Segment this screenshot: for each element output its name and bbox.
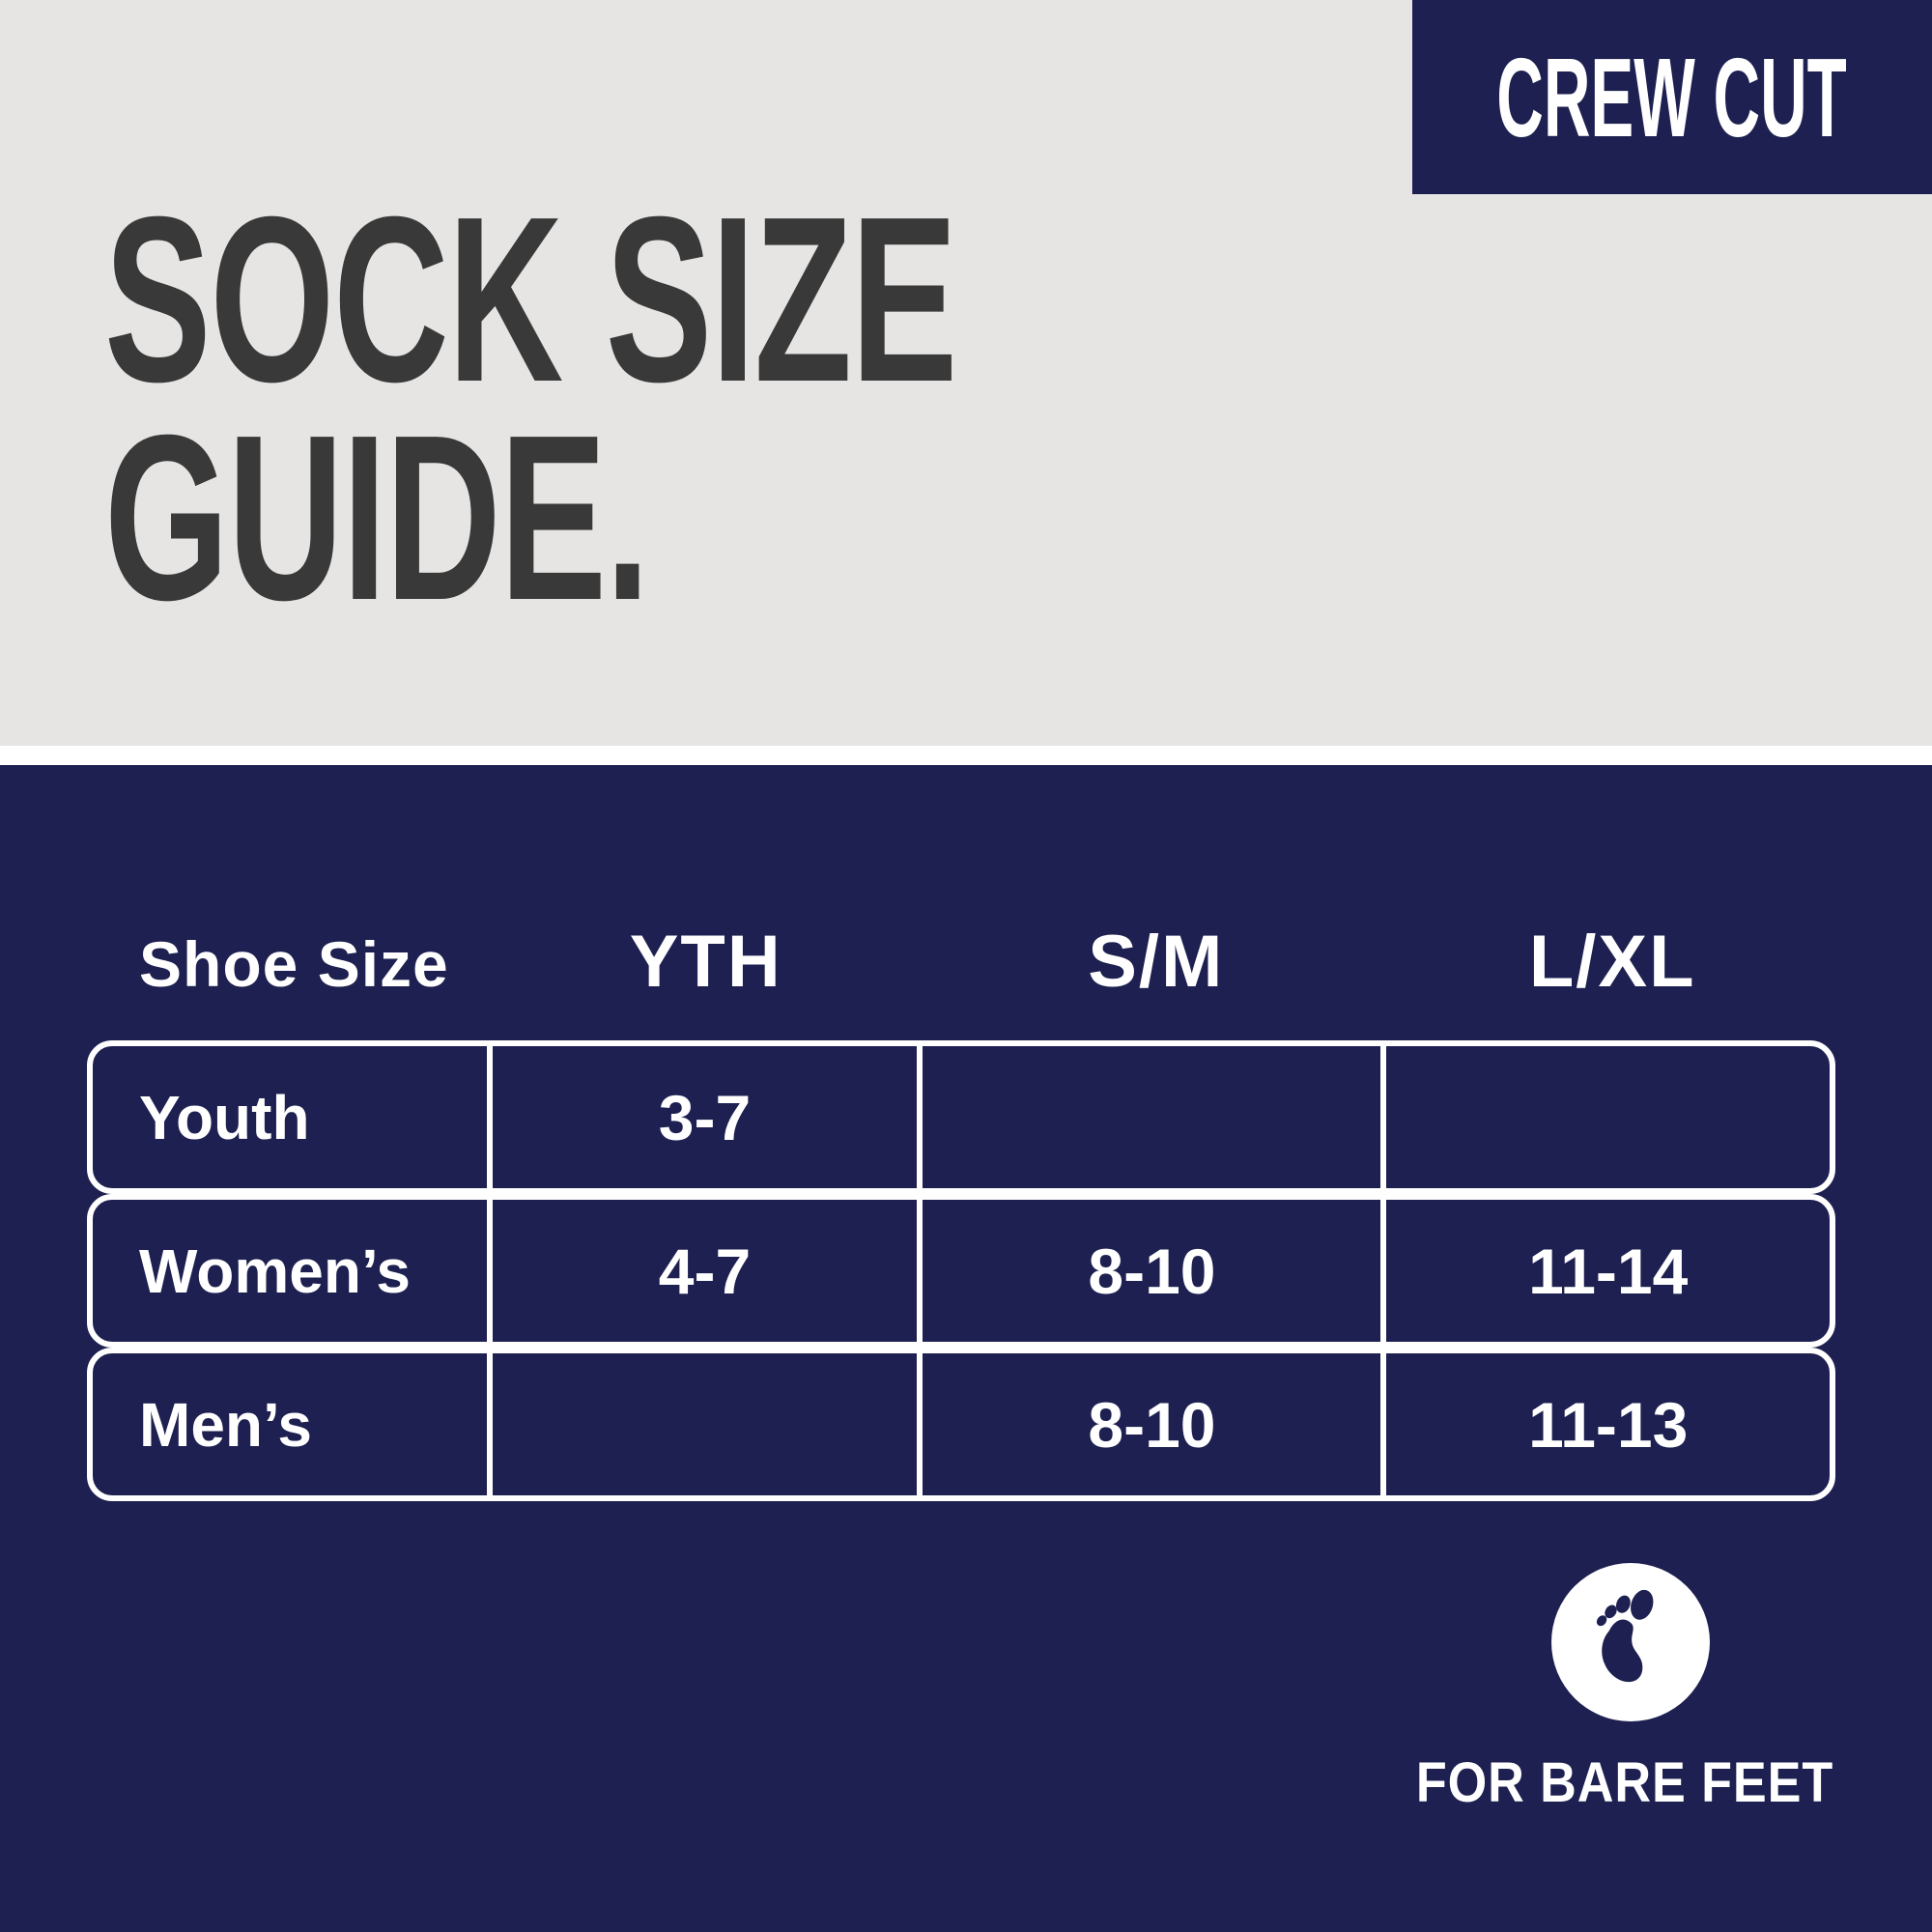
column-header-sm: S/M — [1088, 921, 1225, 1003]
page-title: SOCK SIZE GUIDE. — [104, 167, 1357, 649]
column-header-yth: YTH — [629, 921, 782, 1003]
table-row-youth: Youth 3-7 — [87, 1040, 1835, 1194]
row-label-mens: Men’s — [93, 1353, 493, 1495]
crew-cut-badge-label: CREW CUT — [1496, 34, 1848, 160]
cell-mens-yth — [493, 1353, 923, 1495]
cell-womens-sm: 8-10 — [923, 1200, 1387, 1342]
cell-youth-lxl — [1386, 1046, 1829, 1188]
cell-youth-yth: 3-7 — [493, 1046, 923, 1188]
brand-wordmark: FOR BARE FEET — [1415, 1751, 1834, 1814]
column-header-shoe-size: Shoe Size — [139, 928, 449, 1000]
page-title-line1: SOCK SIZE — [104, 167, 957, 431]
page-title-line2: GUIDE. — [104, 385, 650, 649]
cell-mens-sm: 8-10 — [923, 1353, 1387, 1495]
row-label-youth: Youth — [93, 1046, 493, 1188]
table-row-womens: Women’s 4-7 8-10 11-14 — [87, 1194, 1835, 1348]
cell-womens-yth: 4-7 — [493, 1200, 923, 1342]
table-row-mens: Men’s 8-10 11-13 — [87, 1348, 1835, 1501]
cell-youth-sm — [923, 1046, 1387, 1188]
size-table: Youth 3-7 Women’s 4-7 8-10 11-14 Men’s 8… — [87, 1040, 1835, 1501]
row-label-womens: Women’s — [93, 1200, 493, 1342]
brand-logo-circle — [1551, 1563, 1710, 1721]
column-header-lxl: L/XL — [1528, 921, 1696, 1003]
crew-cut-badge: CREW CUT — [1412, 0, 1932, 194]
cell-womens-lxl: 11-14 — [1528, 1235, 1689, 1307]
table-column-headers: Shoe Size YTH S/M L/XL — [87, 920, 1835, 1003]
cell-mens-lxl: 11-13 — [1528, 1388, 1689, 1461]
footprint-icon — [1596, 1589, 1654, 1683]
